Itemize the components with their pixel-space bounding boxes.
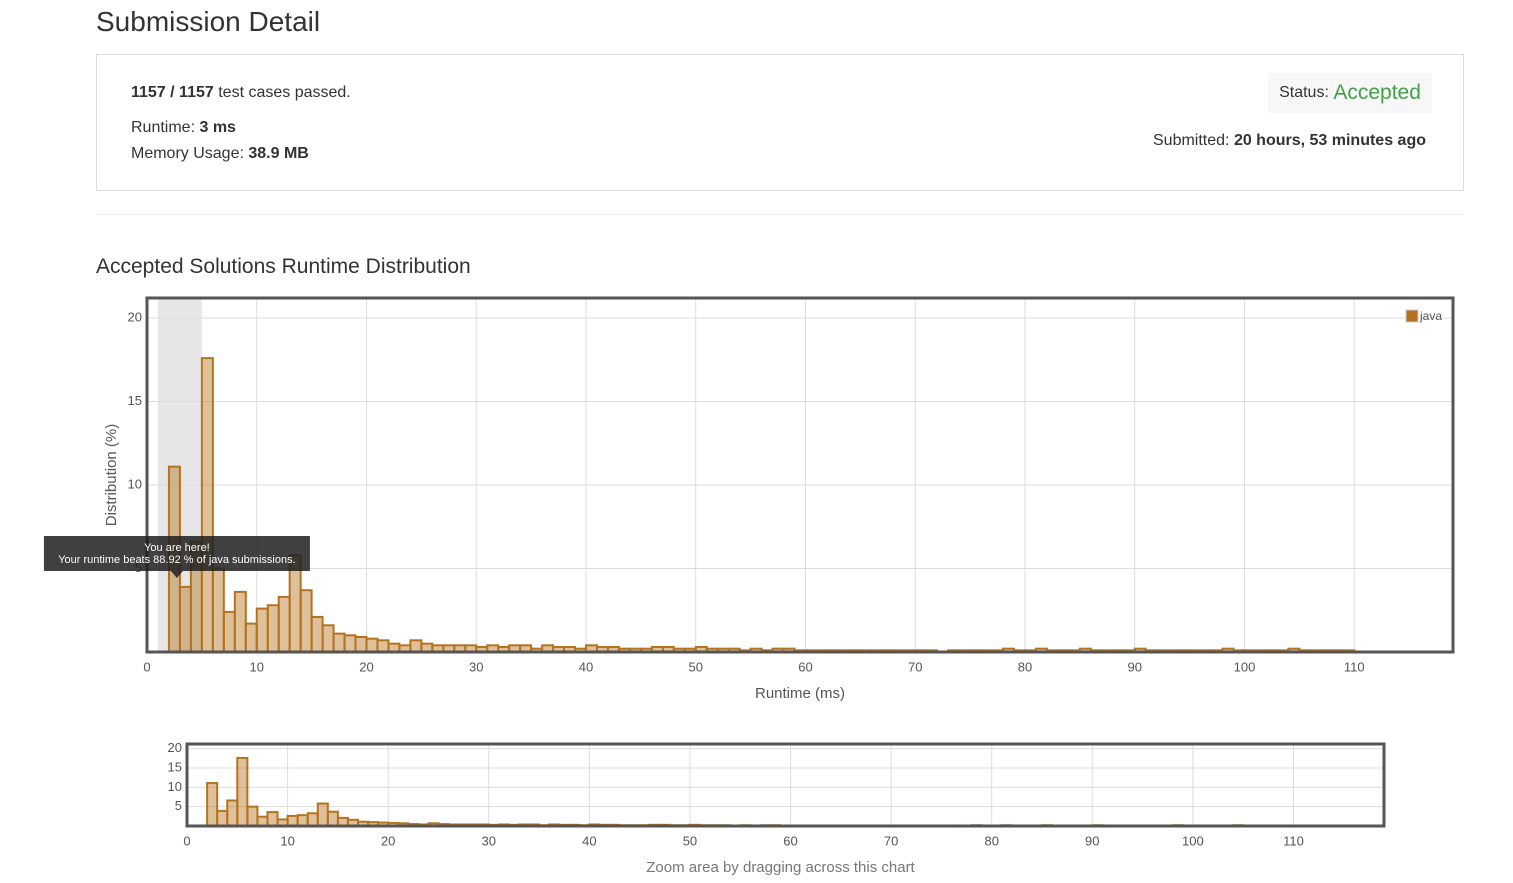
x-tick-label: 80 — [1018, 659, 1032, 674]
x-tick-label: 50 — [683, 833, 697, 848]
memory: 38.9 MB — [248, 145, 309, 162]
chart-title: Accepted Solutions Runtime Distribution — [96, 255, 471, 278]
y-tick-label: 15 — [128, 393, 142, 408]
plot-border — [145, 296, 1455, 654]
passed-text: test cases passed. — [218, 84, 351, 101]
bar — [255, 607, 269, 653]
bar — [326, 810, 339, 827]
memory-label: Memory Usage: — [131, 145, 244, 162]
bar — [286, 814, 299, 828]
x-axis-label: Runtime (ms) — [755, 685, 845, 702]
x-tick-label: 80 — [984, 833, 998, 848]
x-tick-label: 20 — [381, 833, 395, 848]
status-label: Status: — [1279, 84, 1329, 101]
y-tick-label: 20 — [128, 309, 142, 324]
bar — [226, 799, 239, 827]
x-tick-label: 110 — [1283, 833, 1304, 848]
x-tick-label: 20 — [359, 659, 373, 674]
x-tick-label: 70 — [908, 659, 922, 674]
y-tick-label: 15 — [168, 759, 182, 774]
submitted: 20 hours, 53 minutes ago — [1233, 132, 1426, 149]
bar — [236, 756, 249, 827]
bar — [266, 811, 279, 828]
x-tick-label: 70 — [884, 833, 898, 848]
x-tick-label: 10 — [250, 659, 264, 674]
bar — [244, 622, 258, 654]
bar — [296, 814, 309, 827]
bar — [321, 624, 335, 654]
bar — [216, 809, 229, 828]
x-tick-label: 60 — [798, 659, 812, 674]
bar — [332, 632, 346, 654]
passed-line: 1157 / 1157 test cases passed. — [131, 84, 351, 102]
overview-note: Zoom area by dragging across this chart — [646, 859, 915, 876]
bar — [246, 805, 259, 828]
y-tick-label: 20 — [168, 740, 182, 755]
bar — [310, 615, 324, 653]
bar — [306, 812, 319, 827]
bar — [206, 782, 219, 828]
y-tick-label: 5 — [175, 798, 182, 813]
runtime: 3 ms — [199, 119, 236, 136]
submitted-label: Submitted: — [1153, 132, 1230, 149]
bar — [299, 589, 313, 653]
bar — [211, 567, 225, 654]
x-tick-label: 40 — [582, 833, 596, 848]
status: Accepted — [1333, 81, 1421, 104]
x-tick-label: 50 — [689, 659, 703, 674]
bar — [376, 639, 390, 654]
runtime-line: Runtime: 3 ms — [131, 119, 236, 137]
x-tick-label: 40 — [579, 659, 593, 674]
runtime-label: Runtime: — [131, 119, 196, 136]
memory-line: Memory Usage: 38.9 MB — [131, 145, 309, 163]
submitted-line: Submitted: 20 hours, 53 minutes ago — [1153, 132, 1426, 150]
tooltip-box — [43, 536, 310, 571]
bar — [277, 595, 291, 654]
bar — [365, 637, 379, 653]
legend-label: java — [1419, 309, 1442, 323]
bar — [354, 635, 368, 653]
x-tick-label: 110 — [1344, 659, 1365, 674]
bar — [343, 634, 357, 653]
tooltip-arrow — [170, 571, 183, 578]
x-tick-label: 0 — [143, 659, 150, 674]
x-tick-label: 0 — [183, 833, 190, 848]
bar — [222, 610, 236, 653]
x-tick-label: 90 — [1085, 833, 1099, 848]
tooltip-title: You are here! — [144, 542, 210, 554]
passed: 1157 / 1157 — [131, 84, 214, 101]
summary-box — [96, 54, 1464, 191]
x-tick-label: 100 — [1182, 833, 1204, 848]
x-tick-label: 30 — [469, 659, 483, 674]
divider — [96, 214, 1464, 215]
x-tick-label: 30 — [482, 833, 496, 848]
x-tick-label: 10 — [280, 833, 294, 848]
bar — [200, 357, 214, 653]
y-axis-label: Distribution (%) — [103, 424, 120, 527]
bar — [178, 585, 192, 654]
tooltip-text: Your runtime beats 88.92 % of java submi… — [58, 554, 295, 566]
y-tick-label: 10 — [168, 779, 182, 794]
legend-swatch — [1405, 309, 1419, 323]
page-title: Submission Detail — [96, 6, 321, 37]
bar — [409, 639, 423, 654]
bar — [266, 604, 280, 654]
bar — [233, 590, 247, 653]
x-tick-label: 100 — [1234, 659, 1256, 674]
plot-border — [185, 742, 1386, 828]
status-box: Status: Accepted — [1268, 73, 1432, 113]
y-tick-label: 10 — [128, 476, 142, 491]
x-tick-label: 90 — [1127, 659, 1141, 674]
bar — [316, 802, 329, 828]
x-tick-label: 60 — [783, 833, 797, 848]
